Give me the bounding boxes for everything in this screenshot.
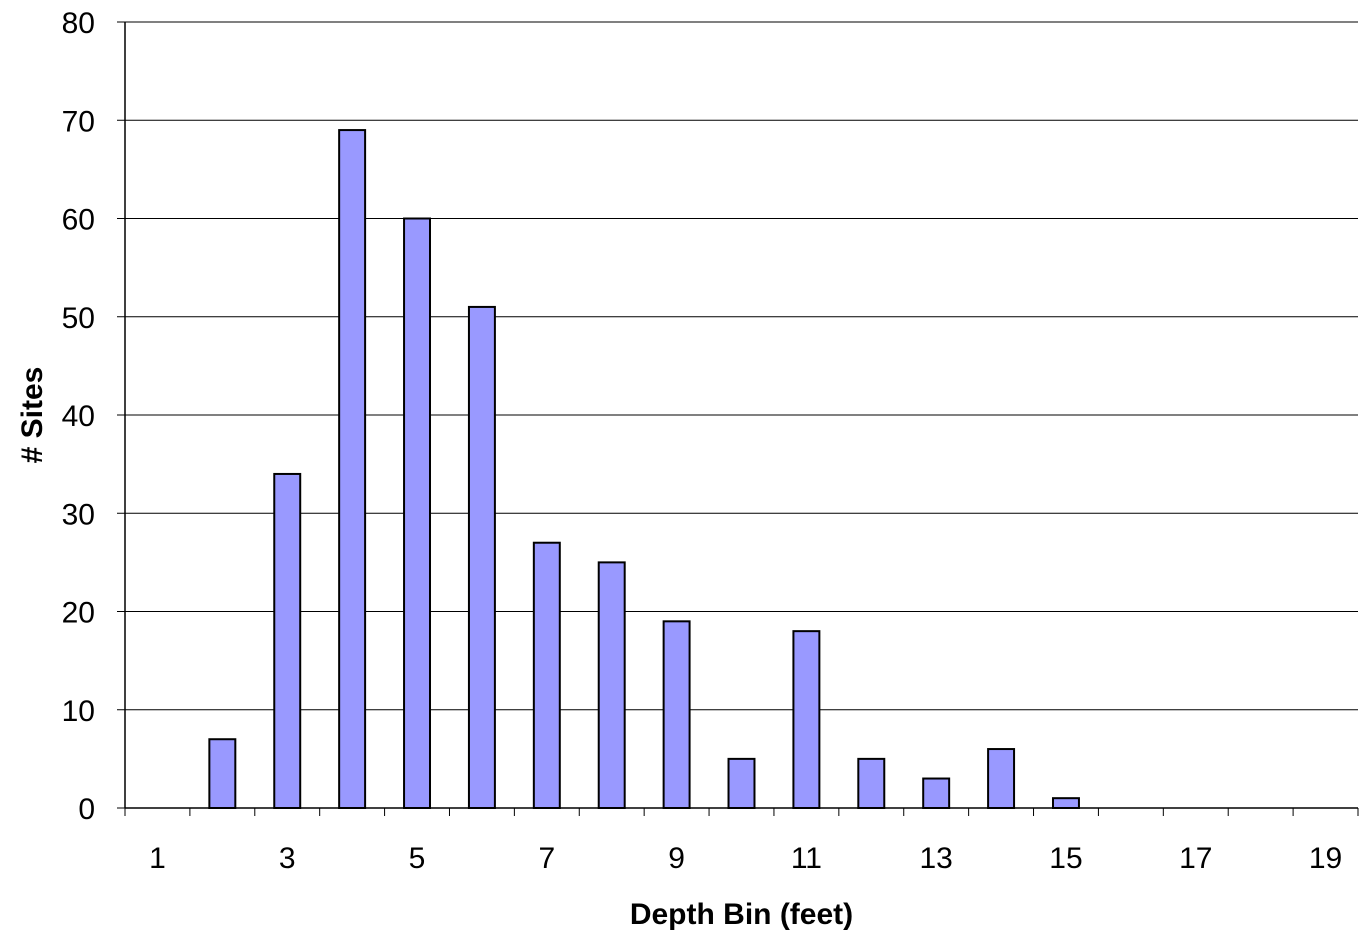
y-tick-label: 80 <box>62 7 95 40</box>
bar <box>987 748 1016 809</box>
bar <box>467 305 496 809</box>
axes <box>117 21 1359 816</box>
bars <box>208 129 1080 810</box>
bar <box>1051 797 1080 809</box>
bar <box>597 561 626 809</box>
bar <box>208 738 237 809</box>
x-tick-label: 17 <box>1179 842 1212 875</box>
x-tick-label: 7 <box>538 842 555 875</box>
bar <box>857 757 886 809</box>
x-tick-label: 11 <box>791 842 822 875</box>
gridlines <box>125 21 1358 711</box>
y-tick-label: 70 <box>62 105 95 138</box>
bar <box>662 620 691 810</box>
x-tick-labels: 1 3 5 7 9 11 13 15 17 19 <box>149 842 1342 875</box>
y-tick-label: 50 <box>62 302 95 335</box>
x-tick-label: 19 <box>1309 842 1342 875</box>
bar <box>532 541 561 809</box>
bar <box>273 472 302 809</box>
y-axis-title: # Sites <box>16 367 49 464</box>
y-tick-label: 0 <box>78 793 95 826</box>
bar <box>338 129 367 809</box>
x-tick-label: 15 <box>1049 842 1082 875</box>
x-tick-label: 1 <box>149 842 166 875</box>
y-tick-label: 10 <box>62 695 95 728</box>
y-tick-labels: 0 10 20 30 40 50 60 70 80 <box>62 7 95 826</box>
y-tick-label: 30 <box>62 498 95 531</box>
x-tick-label: 13 <box>919 842 952 875</box>
x-axis-title: Depth Bin (feet) <box>630 898 853 931</box>
bar <box>792 630 821 810</box>
y-tick-label: 60 <box>62 204 95 237</box>
x-tick-label: 9 <box>668 842 685 875</box>
bar <box>922 777 951 810</box>
x-tick-label: 5 <box>409 842 426 875</box>
bar <box>727 757 756 809</box>
y-tick-label: 20 <box>62 597 95 630</box>
y-tick-label: 40 <box>62 400 95 433</box>
bar <box>403 217 432 809</box>
x-tick-label: 3 <box>279 842 296 875</box>
